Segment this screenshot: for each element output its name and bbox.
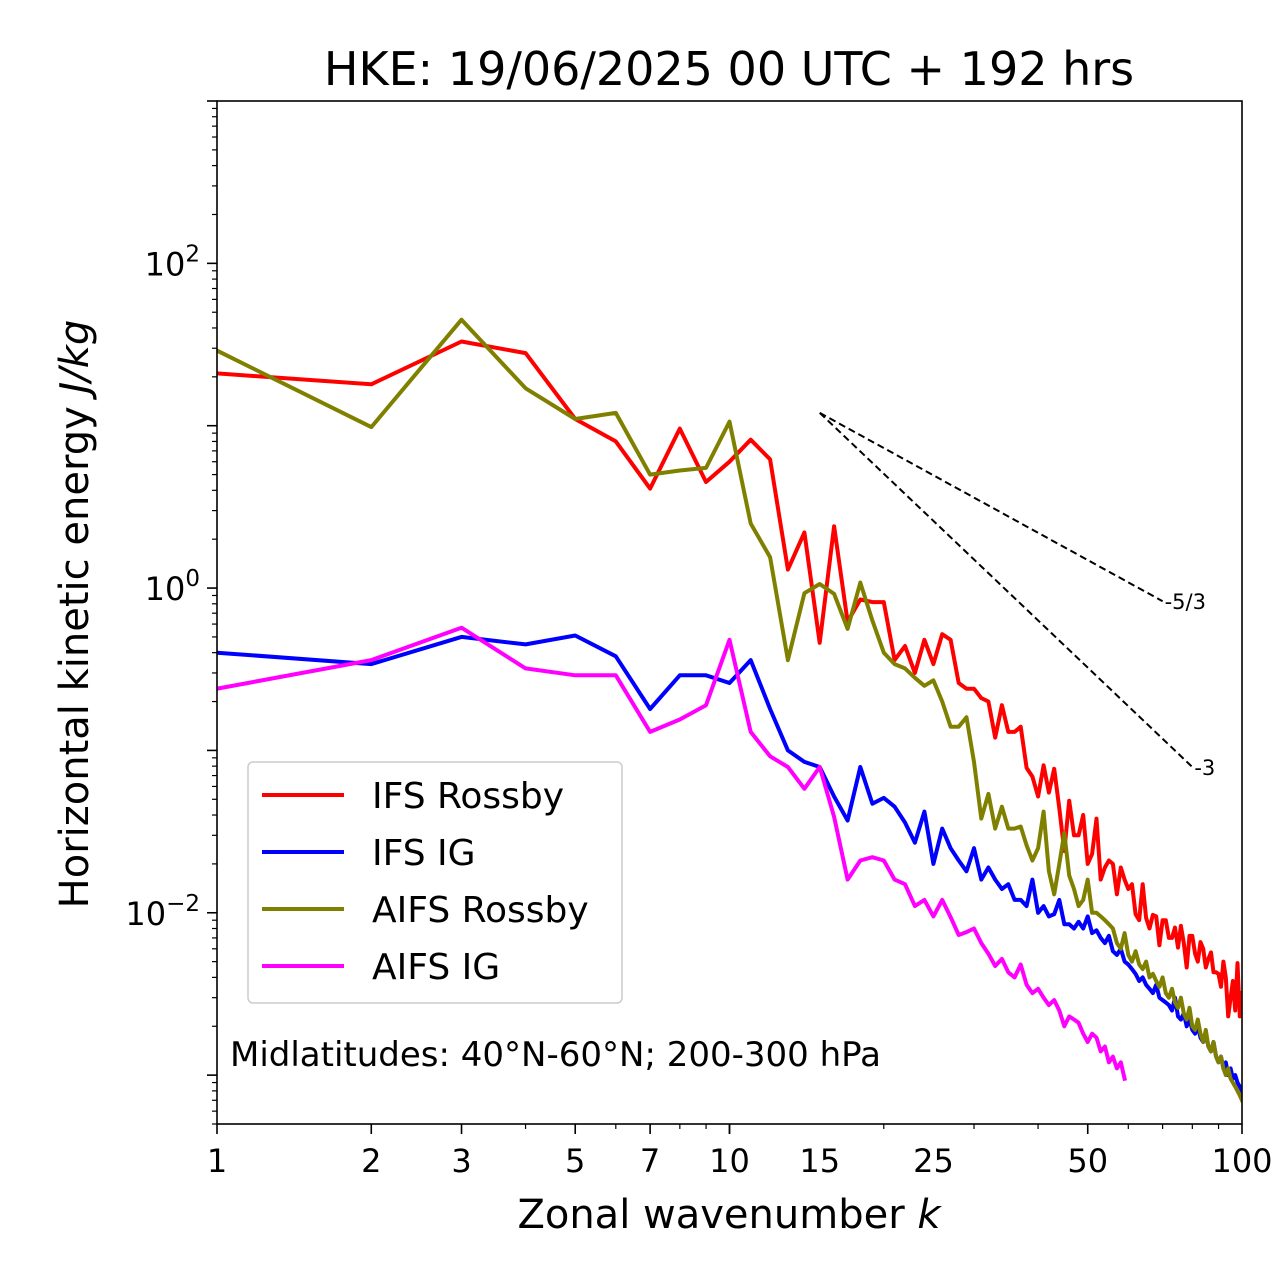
slope-label-3: -3 xyxy=(1194,756,1215,780)
legend-entries: IFS Rossby IFS IG AIFS Rossby AIFS IG xyxy=(262,776,589,988)
x-tick-label: 100 xyxy=(1211,1142,1272,1180)
x-axis-label-text: Zonal wavenumber xyxy=(517,1192,905,1238)
legend-label-ifs-rossby: IFS Rossby xyxy=(372,776,564,817)
x-tick-label: 5 xyxy=(565,1142,585,1180)
x-tick-label: 15 xyxy=(799,1142,840,1180)
y-axis-label: Horizontal kinetic energy J/kg xyxy=(52,320,98,909)
x-tick-label: 2 xyxy=(361,1142,381,1180)
x-axis-label: Zonal wavenumber k xyxy=(517,1192,942,1238)
legend-label-ifs-ig: IFS IG xyxy=(372,833,476,874)
y-axis-label-unit: J/kg xyxy=(52,320,98,401)
chart-title: HKE: 19/06/2025 00 UTC + 192 hrs xyxy=(324,42,1134,96)
y-axis-ticks: 10−2 100 102 xyxy=(125,100,217,1125)
series-line-aifs-rossby xyxy=(217,317,1242,1103)
x-tick-label: 25 xyxy=(913,1142,954,1180)
slope-line-3 xyxy=(819,412,1194,768)
series-line-aifs-ig xyxy=(217,625,1127,1082)
series-layer xyxy=(217,317,1242,1103)
y-tick-label: 102 xyxy=(145,241,200,283)
x-axis-label-variable: k xyxy=(917,1192,942,1238)
x-tick-label: 10 xyxy=(709,1142,750,1180)
x-axis-ticks: 1 2 3 5 7 10 15 25 50 100 xyxy=(207,1124,1273,1180)
x-tick-label: 7 xyxy=(640,1142,660,1180)
y-tick-label: 100 xyxy=(145,566,200,608)
x-tick-label: 50 xyxy=(1067,1142,1108,1180)
legend: IFS Rossby IFS IG AIFS Rossby AIFS IG xyxy=(247,761,623,1004)
legend-label-aifs-ig: AIFS IG xyxy=(372,947,500,988)
slope-line-5-over-3 xyxy=(819,411,1164,603)
legend-box xyxy=(247,761,623,1004)
legend-label-aifs-rossby: AIFS Rossby xyxy=(372,890,589,931)
x-tick-label: 1 xyxy=(207,1142,227,1180)
slope-label-5-over-3: -5/3 xyxy=(1165,590,1206,614)
reference-slope-lines: -5/3 -3 xyxy=(819,411,1215,780)
x-tick-label: 3 xyxy=(451,1142,471,1180)
y-tick-label: 10−2 xyxy=(125,891,200,933)
y-axis-label-text: Horizontal kinetic energy xyxy=(52,406,98,908)
region-annotation: Midlatitudes: 40°N-60°N; 200-300 hPa xyxy=(230,1035,881,1075)
